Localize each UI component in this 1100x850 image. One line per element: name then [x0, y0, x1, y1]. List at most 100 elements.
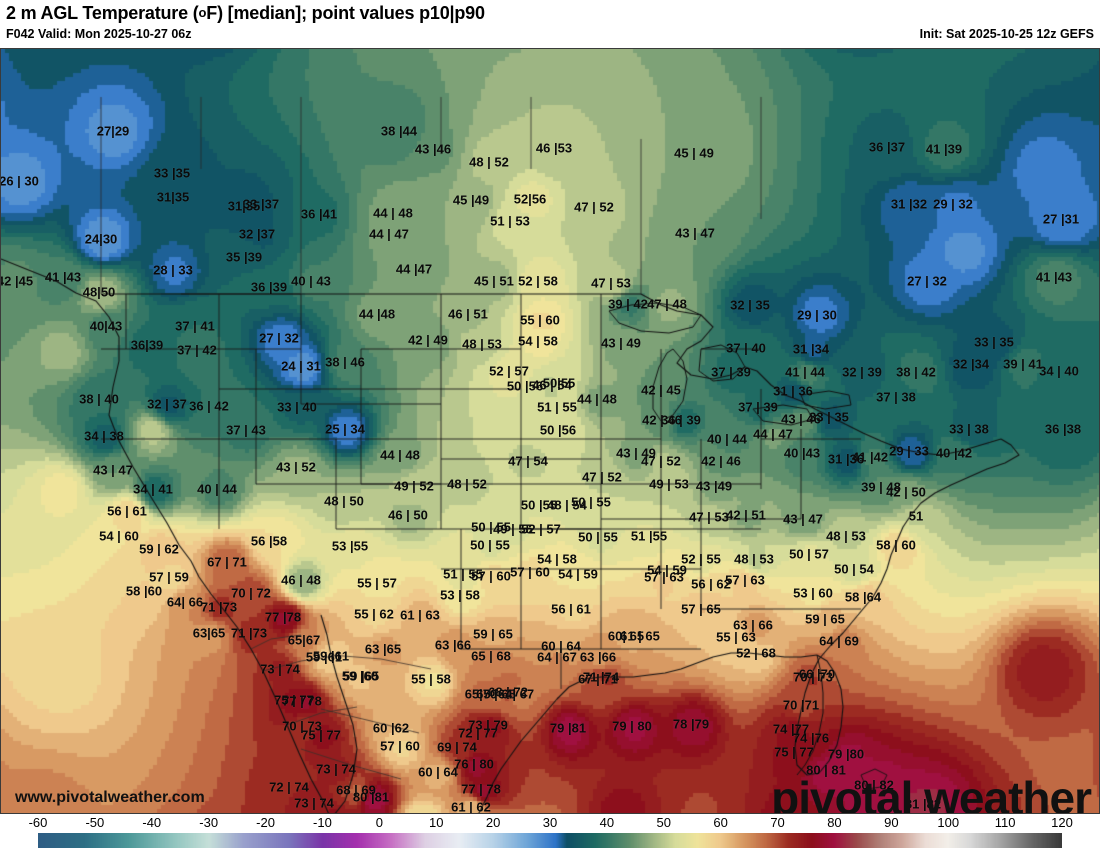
colorbar-tick--10: -10 [313, 815, 332, 830]
point-value: 57 | 60 [471, 568, 511, 584]
point-value: 63 | 66 [733, 617, 773, 633]
point-value: 77 | 78 [282, 693, 322, 709]
colorbar[interactable]: -60 -50 -40 -30 -20 -10 0 10 20 30 40 50 60 70 80 90 100… [0, 814, 1100, 850]
point-value: 24 | 31 [281, 358, 321, 374]
point-value: 45 | 51 [474, 273, 514, 289]
point-value: 46 |53 [535, 140, 573, 156]
point-value: 65|70 [464, 686, 498, 702]
point-value: 79 |80 [827, 746, 865, 762]
point-value: 31 |34 [792, 341, 830, 357]
point-value: 36|39 [130, 337, 164, 353]
point-value: 51 |55 [630, 528, 668, 544]
point-value: 29 | 33 [889, 443, 929, 459]
point-value: 79 | 80 [612, 718, 652, 734]
colorbar-tick-20: 20 [485, 815, 501, 830]
point-value: 80 |81 [352, 789, 390, 805]
point-value: 74 |77 [772, 721, 810, 737]
point-value: 73 | 74 [316, 761, 356, 777]
colorbar-tick-80: 80 [827, 815, 842, 830]
point-value: 44 | 48 [577, 391, 617, 407]
point-value: 59 | 65 [805, 611, 845, 627]
colorbar-tick--60: -60 [28, 815, 48, 830]
point-value: 50 | 54 [834, 561, 874, 577]
point-value: 42 | 51 [726, 507, 766, 523]
point-value: 73 | 79 [468, 717, 508, 733]
point-value: 73 | 74 [260, 661, 300, 677]
point-value: 75 | 77 [774, 744, 814, 760]
point-value: 52 | 58 [518, 273, 558, 289]
pivotal-weather-logo: pivotal weather [771, 772, 1092, 814]
point-value: 40 |42 [935, 445, 973, 461]
colorbar-tick-90: 90 [884, 815, 899, 830]
point-value: 31|35 [227, 198, 261, 214]
point-value: 70 | 73 [793, 669, 833, 685]
point-value: 38 | 40 [79, 391, 119, 407]
point-value: 44 |47 [395, 261, 433, 277]
point-value: 55 | 57 [357, 575, 397, 591]
point-value: 43 |49 [695, 478, 733, 494]
point-value: 44 | 48 [380, 447, 420, 463]
weather-map[interactable]: 26 | 30 27|29 31|35 24|30 42 |45 41 |43 48|50 4… [0, 48, 1100, 814]
point-value: 27 | 32 [907, 273, 947, 289]
point-value: 56 | 62 [691, 576, 731, 592]
point-value: 59 |65 [342, 668, 380, 684]
point-value: 33 |37 [242, 196, 280, 212]
point-value: 37 | 39 [738, 399, 778, 415]
point-value: 34 | 40 [1039, 363, 1079, 379]
point-value: 25 | 34 [325, 421, 365, 437]
point-value: 71 |74 [582, 669, 620, 685]
colorbar-tick-60: 60 [713, 815, 728, 830]
colorbar-tick-120: 120 [1051, 815, 1073, 830]
point-value: 31 |32 [890, 196, 928, 212]
point-value: 43 | 46 [781, 411, 821, 427]
point-value: 47 | 54 [508, 453, 548, 469]
point-value: 49 | 55 [493, 521, 533, 537]
point-value: 37 | 42 [177, 342, 217, 358]
point-value: 24|30 [84, 231, 118, 247]
colorbar-tick-40: 40 [599, 815, 615, 830]
point-value: 75 | 77 [274, 692, 314, 708]
point-value: 48 | 52 [447, 476, 487, 492]
point-value: 50 |55 [520, 497, 558, 513]
point-value: 48 | 53 [462, 336, 502, 352]
point-value: 42 | 46 [701, 453, 741, 469]
point-value: 41 |43 [44, 269, 82, 285]
point-value: 55 | 58 [411, 671, 451, 687]
point-value: 71 |73 [200, 599, 238, 615]
point-value: 50 | 55 [578, 529, 618, 545]
point-value: 72 | 77 [458, 725, 498, 741]
point-value: 53 | 58 [440, 587, 480, 603]
point-value: 50 |56 [506, 378, 544, 394]
colorbar-tick--50: -50 [85, 815, 105, 830]
colorbar-tick-30: 30 [542, 815, 558, 830]
point-value: 38 |44 [380, 123, 418, 139]
point-value: 39 | 42 [608, 296, 648, 312]
colorbar-tick-10: 10 [428, 815, 444, 830]
point-value: 45 | 49 [674, 145, 714, 161]
point-value: 36 |38 [1044, 421, 1082, 437]
point-value: 31 | 36 [773, 383, 813, 399]
point-value: 26 | 30 [0, 173, 39, 189]
point-value: 52 | 55 [681, 551, 721, 567]
chart-header: 2 m AGL Temperature (oF) [median]; point… [0, 0, 1100, 48]
point-value: 51 [908, 508, 924, 524]
point-value: 53 |55 [331, 538, 369, 554]
point-value: 63 |65 [364, 641, 402, 657]
point-value: 40 |43 [783, 445, 821, 461]
point-value: 56 | 61 [107, 503, 147, 519]
point-value: 48 | 53 [826, 528, 866, 544]
point-value: 42 |45 [0, 273, 34, 289]
point-value: 33 | 38 [949, 421, 989, 437]
point-value: 33 | 35 [809, 409, 849, 425]
point-value: 59 |61 [305, 649, 343, 665]
point-value: 43 |46 [414, 141, 452, 157]
point-value: 75 | 77 [301, 727, 341, 743]
point-value: 43 | 52 [276, 459, 316, 475]
temperature-field-canvas [1, 49, 1099, 813]
point-value: 41 |39 [925, 141, 963, 157]
point-value: 47 | 52 [582, 469, 622, 485]
point-value: 56 |58 [250, 533, 288, 549]
point-value: 63 |66 [579, 649, 617, 665]
point-value: 36 |39 [250, 279, 288, 295]
point-value: 44 | 47 [753, 426, 793, 442]
